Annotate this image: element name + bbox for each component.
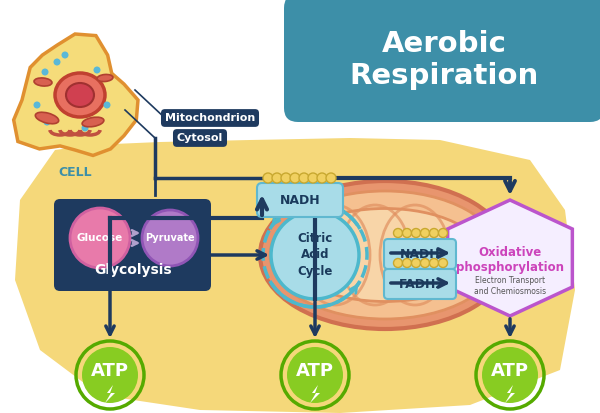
Text: Cytosol: Cytosol (177, 133, 223, 143)
Circle shape (82, 124, 89, 131)
Circle shape (271, 211, 359, 299)
Circle shape (317, 173, 327, 183)
Circle shape (104, 102, 110, 109)
Text: Glucose: Glucose (77, 233, 123, 243)
Text: FADH₂: FADH₂ (398, 278, 442, 290)
Circle shape (94, 66, 101, 74)
Text: Citric
Acid
Cycle: Citric Acid Cycle (298, 233, 332, 278)
Circle shape (272, 173, 282, 183)
Circle shape (403, 259, 412, 268)
Polygon shape (14, 34, 138, 155)
Polygon shape (505, 385, 515, 403)
Text: Mitochondrion: Mitochondrion (165, 113, 255, 123)
Text: Glycolysis: Glycolysis (94, 263, 172, 277)
Circle shape (439, 259, 448, 268)
Circle shape (44, 119, 50, 126)
Circle shape (281, 173, 291, 183)
Ellipse shape (97, 74, 113, 81)
Text: Oxidative
phosphorylation: Oxidative phosphorylation (456, 245, 564, 275)
Circle shape (142, 210, 198, 266)
FancyBboxPatch shape (284, 0, 600, 122)
FancyBboxPatch shape (384, 239, 456, 269)
Circle shape (290, 173, 300, 183)
Text: CELL: CELL (58, 166, 92, 178)
Circle shape (421, 259, 430, 268)
Circle shape (430, 228, 439, 237)
Circle shape (263, 173, 273, 183)
Circle shape (421, 228, 430, 237)
Circle shape (62, 52, 68, 59)
Circle shape (403, 228, 412, 237)
Polygon shape (105, 385, 115, 403)
Circle shape (394, 259, 403, 268)
Circle shape (53, 59, 61, 66)
Ellipse shape (55, 73, 105, 117)
Circle shape (439, 228, 448, 237)
Text: ATP: ATP (91, 362, 129, 380)
Text: Pyruvate: Pyruvate (145, 233, 195, 243)
Circle shape (82, 347, 138, 403)
Circle shape (482, 347, 538, 403)
Text: NADH: NADH (280, 194, 320, 206)
Circle shape (70, 208, 130, 268)
Text: ATP: ATP (491, 362, 529, 380)
Ellipse shape (82, 117, 104, 127)
Polygon shape (310, 385, 320, 403)
FancyBboxPatch shape (257, 183, 343, 217)
Ellipse shape (270, 191, 500, 319)
Text: NADH: NADH (400, 247, 440, 261)
FancyBboxPatch shape (384, 269, 456, 299)
Text: Aerobic
Respiration: Aerobic Respiration (349, 30, 539, 90)
Circle shape (326, 173, 336, 183)
Polygon shape (448, 200, 572, 316)
Ellipse shape (287, 209, 482, 301)
Polygon shape (15, 138, 575, 413)
Circle shape (430, 259, 439, 268)
Ellipse shape (260, 181, 510, 329)
Circle shape (308, 173, 318, 183)
Text: Electron Transport
and Chemiosmosis: Electron Transport and Chemiosmosis (474, 276, 546, 296)
Circle shape (394, 228, 403, 237)
Circle shape (287, 347, 343, 403)
Circle shape (412, 259, 421, 268)
Circle shape (412, 228, 421, 237)
Ellipse shape (34, 78, 52, 86)
FancyBboxPatch shape (54, 199, 211, 291)
Circle shape (299, 173, 309, 183)
Text: ATP: ATP (296, 362, 334, 380)
Circle shape (34, 102, 41, 109)
Ellipse shape (35, 112, 59, 124)
Circle shape (41, 69, 49, 76)
Ellipse shape (66, 83, 94, 107)
